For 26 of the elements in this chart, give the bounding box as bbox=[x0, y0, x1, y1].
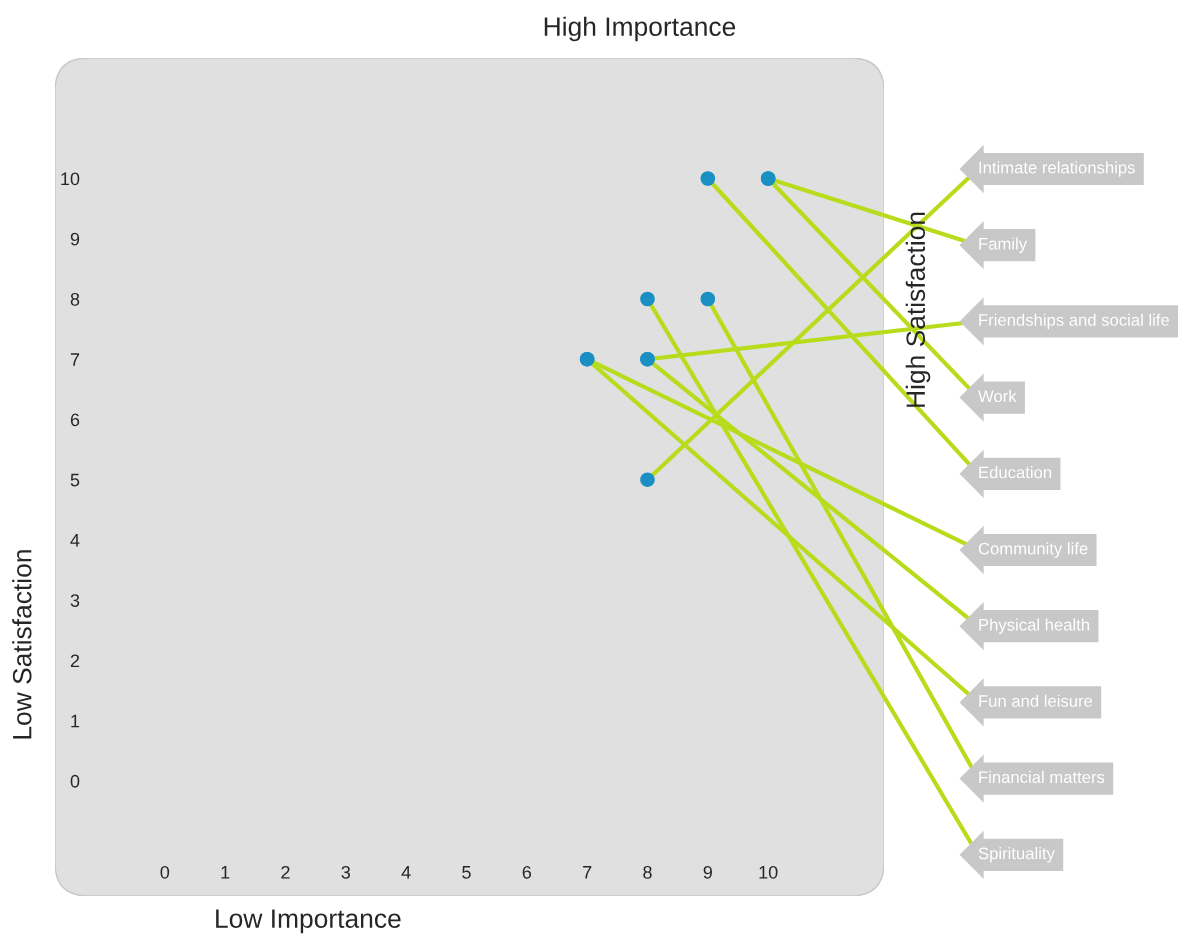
y-tick-label: 0 bbox=[70, 774, 80, 788]
x-tick-label: 2 bbox=[281, 865, 290, 879]
y-tick-label: 1 bbox=[71, 714, 80, 728]
x-tick-label: 3 bbox=[341, 865, 351, 879]
x-tick-label: 5 bbox=[462, 866, 471, 879]
y-tick-label: 8 bbox=[70, 292, 80, 306]
y-tick-label: 9 bbox=[70, 232, 80, 246]
y-tick-label: 5 bbox=[70, 473, 80, 487]
y2-axis-title: High Satisfaction bbox=[905, 212, 931, 407]
x-tick-label: 8 bbox=[643, 865, 652, 879]
x-tick-label: 6 bbox=[522, 865, 532, 879]
y-tick-label: 10 bbox=[61, 172, 80, 186]
x-tick-label: 10 bbox=[759, 865, 778, 879]
x-tick-label: 0 bbox=[160, 865, 170, 879]
x-tick-label: 4 bbox=[401, 866, 411, 879]
y-tick-label: 7 bbox=[70, 353, 80, 366]
x-tick-label: 9 bbox=[703, 865, 712, 879]
x-tick-label: 1 bbox=[221, 866, 230, 879]
y-tick-label: 4 bbox=[70, 534, 80, 547]
x-tick-label: 7 bbox=[583, 866, 592, 879]
x2-axis-title: High Importance bbox=[544, 16, 736, 42]
x-axis-title: Low Importance bbox=[216, 909, 401, 934]
y-tick-label: 3 bbox=[70, 594, 80, 607]
y-axis-title: Low Satisfaction bbox=[12, 550, 32, 739]
y-tick-label: 6 bbox=[70, 413, 80, 427]
y-tick-label: 2 bbox=[70, 654, 80, 667]
